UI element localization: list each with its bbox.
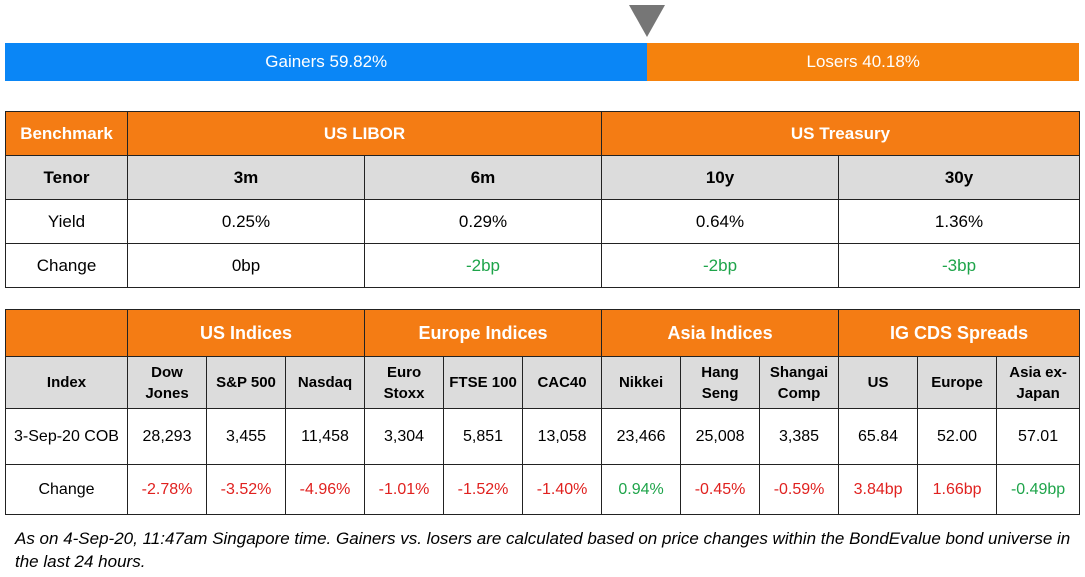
asia-indices-header-cell: Asia Indices [601, 309, 840, 357]
index-name-cell: S&P 500 [206, 356, 286, 409]
index-value-cell: 52.00 [917, 408, 998, 465]
date-label-cell: 3-Sep-20 COB [5, 408, 128, 465]
index-change-cell: 1.66bp [917, 464, 998, 515]
index-name-cell: Shangai Comp [759, 356, 840, 409]
change-cell: -2bp [363, 243, 603, 288]
change-cell: 0bp [127, 243, 365, 288]
index-value-cell: 28,293 [127, 408, 207, 465]
index-name-cell: Nasdaq [284, 356, 366, 409]
yield-cell: 1.36% [838, 199, 1081, 244]
index-change-cell: -0.59% [759, 464, 840, 515]
index-name-cell: FTSE 100 [443, 356, 524, 409]
indices-table: US Indices Europe Indices Asia Indices I… [5, 309, 1081, 515]
index-name-cell: US [838, 356, 919, 409]
change-cell: -2bp [601, 243, 840, 288]
index-change-cell: 0.94% [601, 464, 682, 515]
gainers-segment: Gainers 59.82% [5, 43, 648, 81]
change-cell: -3bp [838, 243, 1081, 288]
tenor-label-cell: Tenor [5, 155, 128, 200]
index-value-row: 3-Sep-20 COB 28,293 3,455 11,458 3,304 5,851… [5, 408, 1081, 465]
index-value-cell: 65.84 [838, 408, 919, 465]
index-name-row: Index Dow Jones S&P 500 Nasdaq Euro Stoxx FT… [5, 356, 1081, 409]
yield-row: Yield 0.25% 0.29% 0.64% 1.36% [5, 199, 1081, 244]
index-value-cell: 13,058 [522, 408, 603, 465]
index-value-cell: 23,466 [601, 408, 682, 465]
tenor-cell: 6m [363, 155, 603, 200]
benchmark-change-row: Change 0bp -2bp -2bp -3bp [5, 243, 1081, 288]
tenor-row: Tenor 3m 6m 10y 30y [5, 155, 1081, 200]
index-value-cell: 11,458 [284, 408, 366, 465]
us-treasury-header-cell: US Treasury [601, 111, 1081, 156]
benchmark-table: Benchmark US LIBOR US Treasury Tenor 3m … [5, 111, 1081, 288]
us-libor-header-cell: US LIBOR [126, 111, 603, 156]
index-name-cell: Hang Seng [680, 356, 761, 409]
losers-label: Losers 40.18% [806, 52, 920, 71]
yield-cell: 0.25% [127, 199, 365, 244]
indices-group-row: US Indices Europe Indices Asia Indices I… [5, 309, 1081, 357]
gainers-losers-bar: Gainers 59.82% Losers 40.18% [5, 43, 1079, 81]
index-change-row: Change -2.78% -3.52% -4.96% -1.01% -1.52% -1.… [5, 464, 1081, 515]
yield-cell: 0.64% [601, 199, 840, 244]
index-change-cell: 3.84bp [838, 464, 919, 515]
tenor-cell: 3m [127, 155, 365, 200]
index-change-cell: -0.45% [680, 464, 761, 515]
blank-header-cell [5, 309, 128, 357]
footnote: As on 4-Sep-20, 11:47am Singapore time. … [15, 529, 1071, 571]
yield-cell: 0.29% [363, 199, 603, 244]
index-name-cell: Euro Stoxx [364, 356, 445, 409]
index-name-cell: Nikkei [601, 356, 682, 409]
index-name-cell: Dow Jones [127, 356, 207, 409]
benchmark-header-cell: Benchmark [5, 111, 128, 156]
index-value-cell: 3,455 [206, 408, 286, 465]
index-value-cell: 3,385 [759, 408, 840, 465]
index-value-cell: 57.01 [996, 408, 1081, 465]
benchmark-header-row: Benchmark US LIBOR US Treasury [5, 111, 1081, 156]
gainers-label: Gainers 59.82% [265, 52, 388, 71]
tenor-cell: 10y [601, 155, 840, 200]
europe-indices-header-cell: Europe Indices [364, 309, 603, 357]
yield-label-cell: Yield [5, 199, 128, 244]
us-indices-header-cell: US Indices [126, 309, 366, 357]
ig-cds-spreads-header-cell: IG CDS Spreads [838, 309, 1081, 357]
index-value-cell: 3,304 [364, 408, 445, 465]
index-change-cell: -0.49bp [996, 464, 1081, 515]
index-name-cell: Asia ex-Japan [996, 356, 1081, 409]
tenor-cell: 30y [838, 155, 1081, 200]
index-change-cell: -1.01% [364, 464, 445, 515]
position-marker-icon [629, 5, 665, 37]
index-label-cell: Index [5, 356, 128, 409]
index-name-cell: Europe [917, 356, 998, 409]
index-change-cell: -1.40% [522, 464, 603, 515]
index-change-cell: -4.96% [284, 464, 366, 515]
change-label-cell: Change [5, 243, 128, 288]
losers-segment: Losers 40.18% [647, 43, 1079, 81]
index-change-cell: -3.52% [206, 464, 286, 515]
index-change-cell: -1.52% [443, 464, 524, 515]
change-label-cell: Change [5, 464, 128, 515]
index-value-cell: 25,008 [680, 408, 761, 465]
index-change-cell: -2.78% [127, 464, 207, 515]
index-value-cell: 5,851 [443, 408, 524, 465]
index-name-cell: CAC40 [522, 356, 603, 409]
